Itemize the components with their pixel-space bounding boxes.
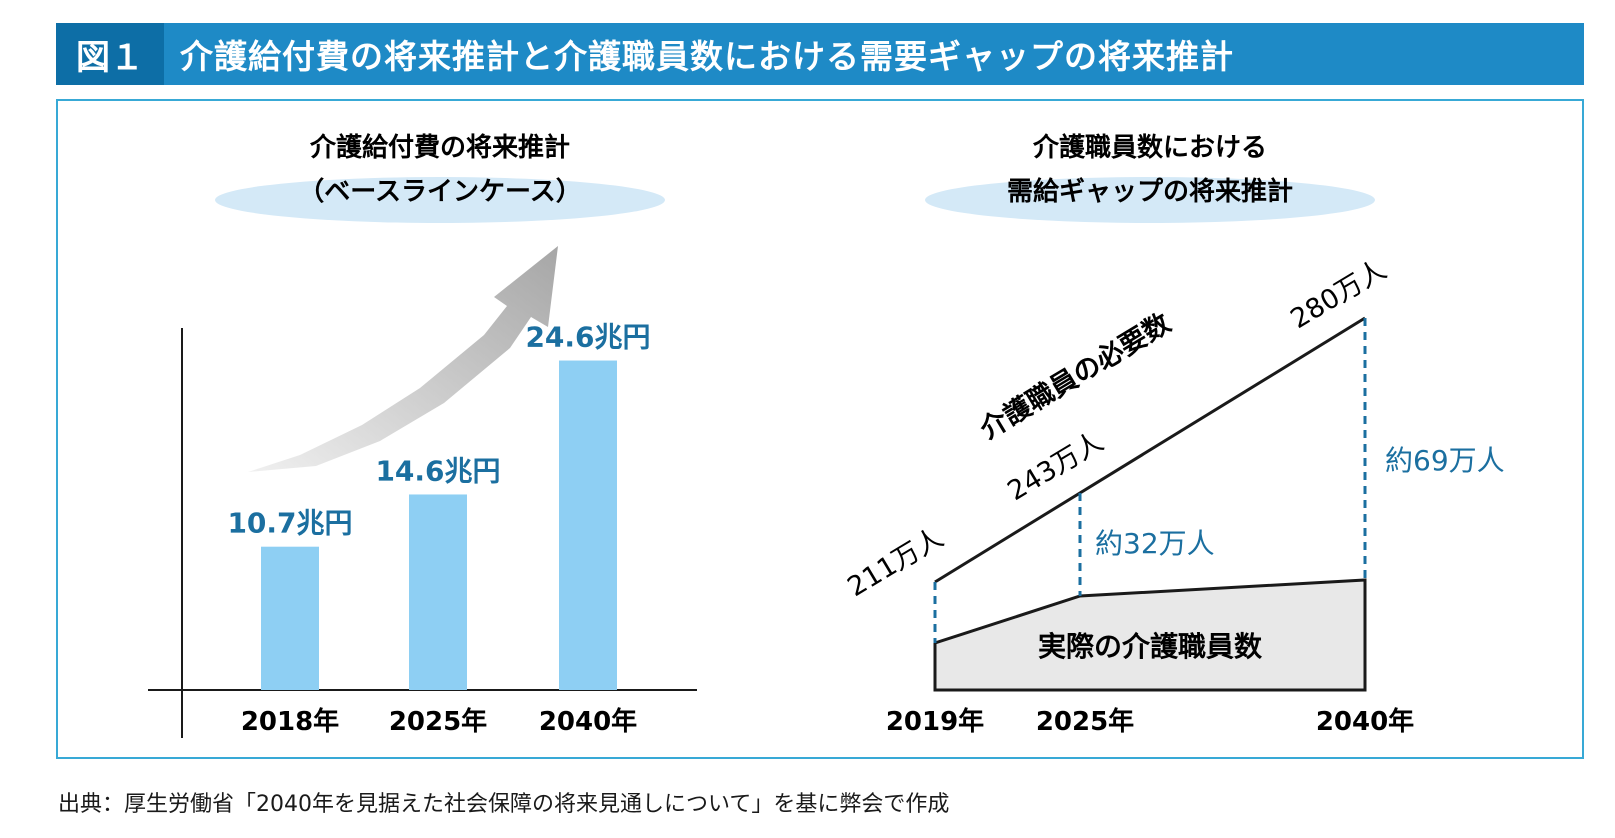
bar-value-label: 24.6兆円 [525, 321, 650, 354]
bar-2025 [409, 494, 467, 690]
x-tick-label: 2018年 [241, 706, 339, 737]
source-note: 出典：厚生労働省「2040年を見据えた社会保障の将来見通しについて」を基に弊会で… [58, 792, 950, 817]
left-title-ellipse [215, 177, 665, 223]
growth-arrow [248, 246, 558, 472]
x-tick-label: 2025年 [389, 706, 487, 737]
right-x-label-2025: 2025年 [1036, 706, 1134, 737]
chart-panel [56, 99, 1584, 759]
right-chart-title-2: 需給ギャップの将来推計 [1007, 176, 1293, 207]
right-x-label-2019: 2019年 [886, 706, 984, 737]
actual-workers-label: 実際の介護職員数 [1038, 630, 1263, 663]
required-workers-label: 介護職員の必要数 [974, 306, 1177, 446]
right-chart-title-1: 介護職員数における [1032, 132, 1267, 163]
left-chart-title-1: 介護給付費の将来推計 [309, 132, 570, 163]
figure-header: 図１ 介護給付費の将来推計と介護職員数における需要ギャップの将来推計 [56, 23, 1584, 85]
right-x-label-2040: 2040年 [1316, 706, 1414, 737]
point-label-2019: 211万人 [842, 522, 948, 603]
bar-value-label: 14.6兆円 [375, 454, 500, 487]
bar-2040 [559, 360, 617, 690]
x-tick-label: 2040年 [539, 706, 637, 737]
point-label-2040: 280万人 [1285, 254, 1391, 335]
bar-2018 [261, 546, 319, 690]
right-title-ellipse [925, 177, 1375, 223]
gap-label-2025: 約32万人 [1095, 527, 1215, 560]
figure-label: 図１ [56, 23, 164, 85]
bar-value-label: 10.7兆円 [227, 507, 352, 540]
required-workers-line [934, 316, 1366, 584]
point-label-2025: 243万人 [1002, 426, 1108, 507]
actual-workers-area [933, 578, 1367, 692]
gap-label-2040: 約69万人 [1385, 444, 1505, 477]
figure-title: 介護給付費の将来推計と介護職員数における需要ギャップの将来推計 [180, 37, 1234, 76]
left-chart-title-2: （ベースラインケース） [298, 177, 581, 207]
